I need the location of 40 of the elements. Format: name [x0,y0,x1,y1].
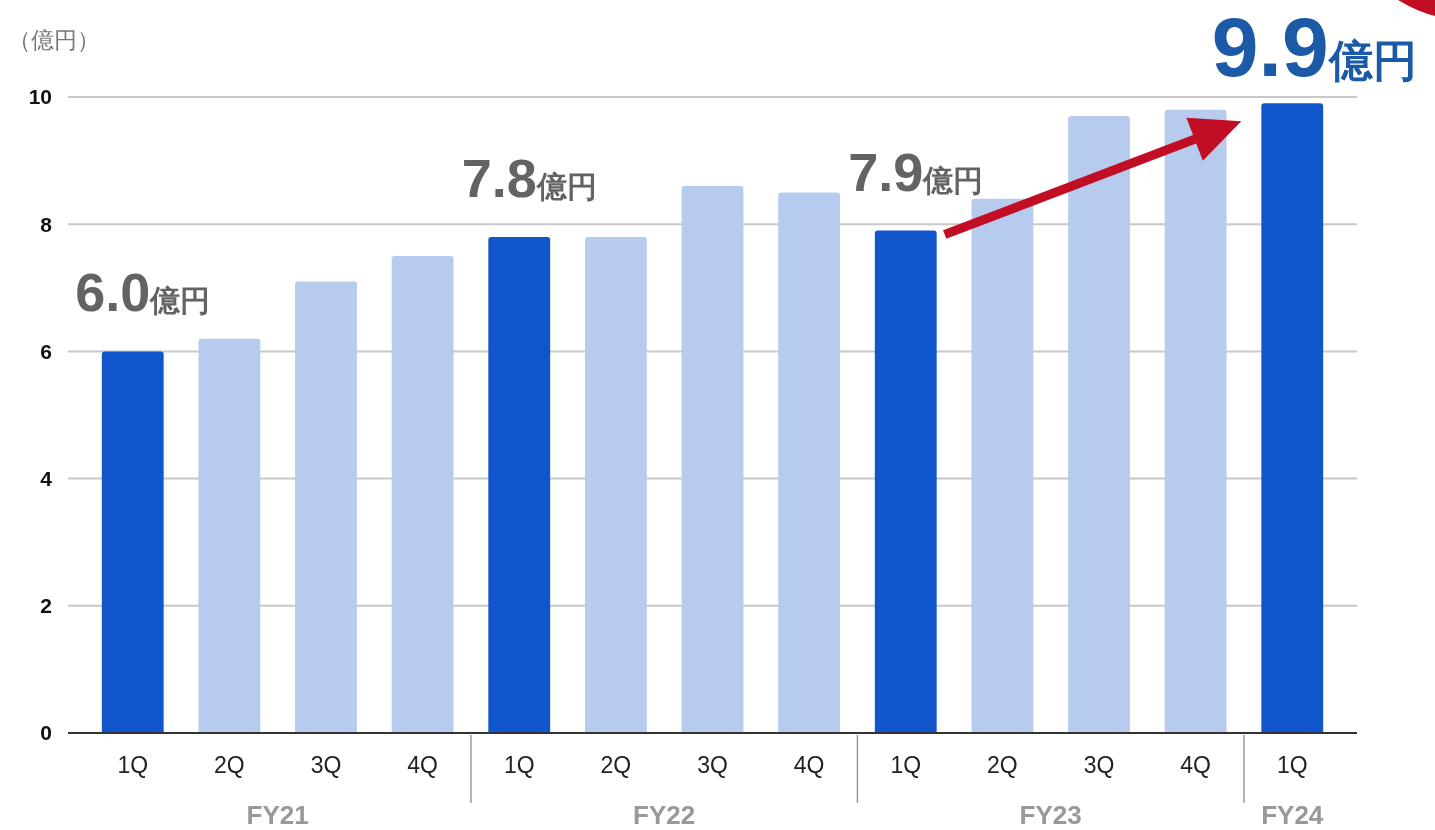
x-tick-label: 1Q [117,752,149,778]
text: FY21 [246,800,309,830]
bar [874,230,937,733]
data-label: 7.9億円 [848,141,984,202]
bar [391,256,454,733]
y-tick-label: 2 [40,594,52,618]
bar [1068,116,1130,733]
x-tick-label: 2Q [987,752,1018,778]
y-tick-label: 6 [40,339,52,363]
bar [778,192,841,733]
x-tick-label: 4Q [1180,752,1211,778]
data-label: 9.9億円 [1211,0,1417,95]
x-tick-label: 1Q [503,752,535,778]
x-tick-label: 1Q [1276,752,1308,778]
text: FY24 [1261,800,1324,830]
y-axis-title: （億円） [8,27,100,53]
x-tick-label: 3Q [310,752,342,778]
y-tick-label: 8 [40,212,53,236]
data-label: 7.8億円 [461,147,597,208]
text: FY22 [633,800,696,830]
bar [198,338,261,733]
x-tick-label: 2Q [600,752,632,778]
x-tick-label: 4Q [407,752,438,778]
bar [1261,103,1324,733]
bar [681,186,744,733]
bar [488,236,551,733]
x-tick-label: 1Q [890,752,922,778]
y-tick-label: 0 [40,721,52,745]
x-tick-label: 3Q [697,752,728,778]
data-label: 6.0億円 [75,262,211,323]
x-tick-label: 4Q [793,752,825,778]
bar [971,198,1034,733]
x-tick-label: 2Q [214,752,245,778]
y-tick-label: 10 [28,85,52,109]
text: FY23 [1019,800,1082,830]
x-tick-label: 3Q [1083,752,1115,778]
y-tick-label: 4 [40,466,53,490]
bar [101,351,164,733]
bar [295,281,357,733]
bar [584,236,647,733]
